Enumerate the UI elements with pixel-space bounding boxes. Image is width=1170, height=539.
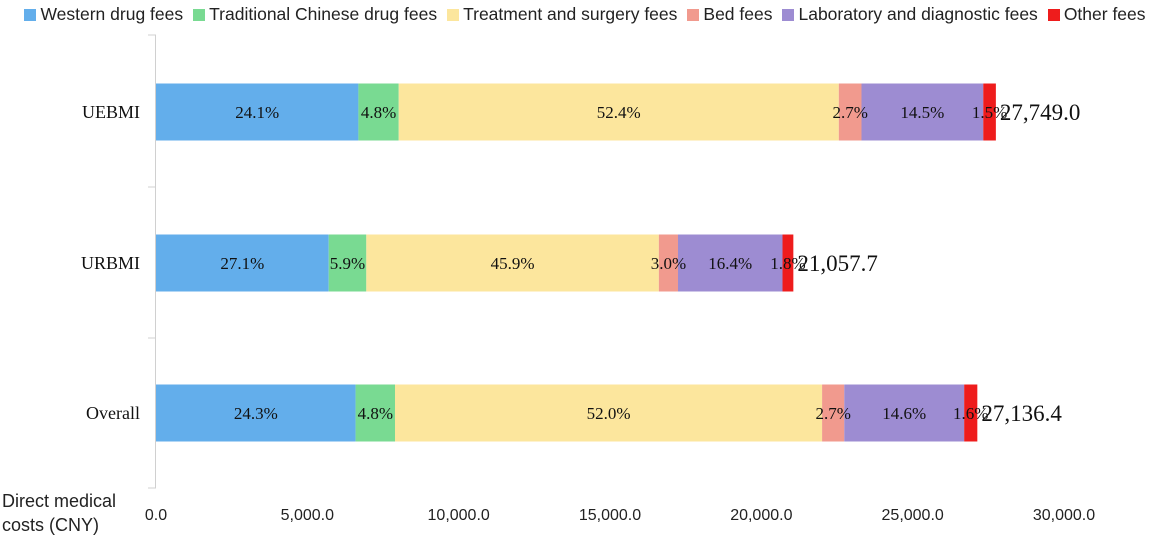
bar-segment [838,83,862,141]
x-tick-label: 10,000.0 [428,507,490,524]
legend-swatch [782,8,795,21]
category-label: UEBMI [82,102,140,122]
total-label: 27,749.0 [1000,100,1081,125]
data-label: 2.7% [832,103,867,122]
data-label: 27.1% [220,254,264,273]
x-axis-label: Direct medical costs (CNY) [2,489,116,537]
legend-item: Western drug fees [24,4,183,25]
data-label: 1.8% [770,254,805,273]
legend-swatch [193,8,206,21]
data-label: 2.7% [815,404,850,423]
x-axis-label-line2: costs (CNY) [2,515,100,535]
bar-segment [366,234,659,292]
category-label: Overall [86,403,140,423]
x-tick-label: 25,000.0 [882,507,944,524]
x-tick-label: 0.0 [145,507,167,524]
bar-segment [395,384,823,442]
legend-label: Other fees [1063,4,1146,24]
bar-segment [355,384,396,442]
data-label: 14.6% [882,404,926,423]
legend-label: Treatment and surgery fees [463,4,678,24]
data-label: 3.0% [651,254,686,273]
total-label: 21,057.7 [797,251,878,276]
bar-segment [398,83,839,141]
bar-segment [822,384,845,442]
bar-segment [782,234,794,292]
bar-segment [156,83,359,141]
data-label: 5.9% [330,254,365,273]
data-label: 16.4% [708,254,752,273]
legend-label: Bed fees [703,4,773,24]
legend-swatch [1047,8,1060,21]
legend-label: Laboratory and diagnostic fees [798,4,1038,24]
data-label: 45.9% [491,254,535,273]
x-tick-label: 30,000.0 [1033,507,1095,524]
category-label: URBMI [81,253,140,273]
legend-item: Bed fees [687,4,772,25]
data-label: 4.8% [361,103,396,122]
data-label: 52.4% [597,103,641,122]
data-label: 24.1% [235,103,279,122]
data-label: 24.3% [234,404,278,423]
bar-segment [983,83,996,141]
data-label: 4.8% [358,404,393,423]
bar-segment [156,234,329,292]
bar-segment [328,234,367,292]
legend-item: Other fees [1047,4,1146,25]
legend-item: Treatment and surgery fees [447,4,677,25]
bar-segment [861,83,984,141]
legend-swatch [447,8,460,21]
legend-label: Traditional Chinese drug fees [209,4,438,24]
x-axis-label-line1: Direct medical [2,491,117,511]
total-label: 27,136.4 [981,401,1062,426]
x-tick-label: 20,000.0 [730,507,792,524]
data-label: 1.6% [953,404,988,423]
x-tick-label: 5,000.0 [281,507,334,524]
legend-item: Traditional Chinese drug fees [193,4,437,25]
legend-label: Western drug fees [40,4,184,24]
data-label: 1.5% [972,103,1007,122]
bar-segment [358,83,399,141]
x-tick-label: 15,000.0 [579,507,641,524]
bar-segment [844,384,965,442]
data-label: 14.5% [900,103,944,122]
bar-segment [677,234,783,292]
bar-segment [156,384,356,442]
bar-segment [658,234,678,292]
legend-item: Laboratory and diagnostic fees [782,4,1038,25]
data-label: 52.0% [587,404,631,423]
bar-segment [964,384,978,442]
legend-swatch [687,8,700,21]
legend: Western drug fees Traditional Chinese dru… [0,4,1170,25]
legend-swatch [24,8,37,21]
